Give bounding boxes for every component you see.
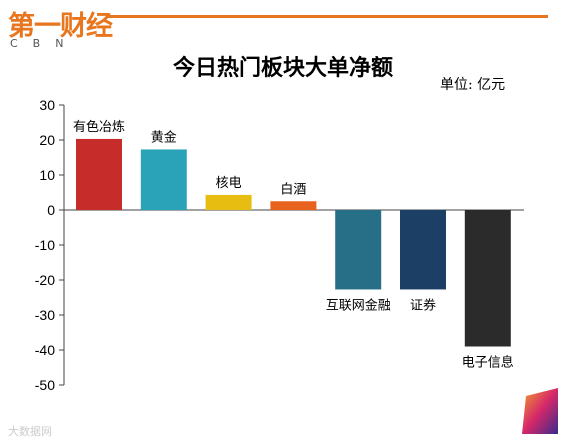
y-tick-label: 10 <box>39 167 55 183</box>
y-tick-label: 30 <box>39 97 55 113</box>
bar <box>270 201 317 210</box>
logo-text-en: CBN <box>10 37 79 50</box>
bars <box>76 138 511 347</box>
y-tick-label: 0 <box>47 202 55 218</box>
unit-label: 单位: 亿元 <box>440 77 506 93</box>
y-axis: 30 20 10 0 -10 -20 -30 -40 -50 <box>35 97 524 393</box>
category-label: 白酒 <box>280 181 306 197</box>
cbn-logo: 第一财经 CBN <box>8 4 113 52</box>
header-accent-line <box>108 15 548 18</box>
chart-title: 今日热门板块大单净额 <box>172 55 393 81</box>
watermark-text: 大数据网 <box>8 425 52 438</box>
y-tick-label: -30 <box>35 307 55 323</box>
bar <box>464 210 511 347</box>
bar <box>76 138 122 210</box>
y-tick-label: -50 <box>35 377 55 393</box>
corner-decoration <box>522 388 558 434</box>
y-tick-label: 20 <box>39 132 55 148</box>
bar <box>400 210 446 290</box>
category-label: 核电 <box>216 176 242 191</box>
category-label: 证券 <box>410 297 436 313</box>
bar <box>335 210 382 290</box>
category-label: 有色冶炼 <box>73 119 125 135</box>
bar <box>205 194 252 210</box>
bar <box>140 149 187 210</box>
category-label: 互联网金融 <box>326 297 391 313</box>
category-label: 黄金 <box>151 129 177 145</box>
y-tick-label: -10 <box>35 237 55 253</box>
y-tick-label: -20 <box>35 272 55 288</box>
y-tick-label: -40 <box>35 342 55 358</box>
category-label: 电子信息 <box>462 355 514 371</box>
logo-text-cn: 第一财经 <box>8 11 113 42</box>
